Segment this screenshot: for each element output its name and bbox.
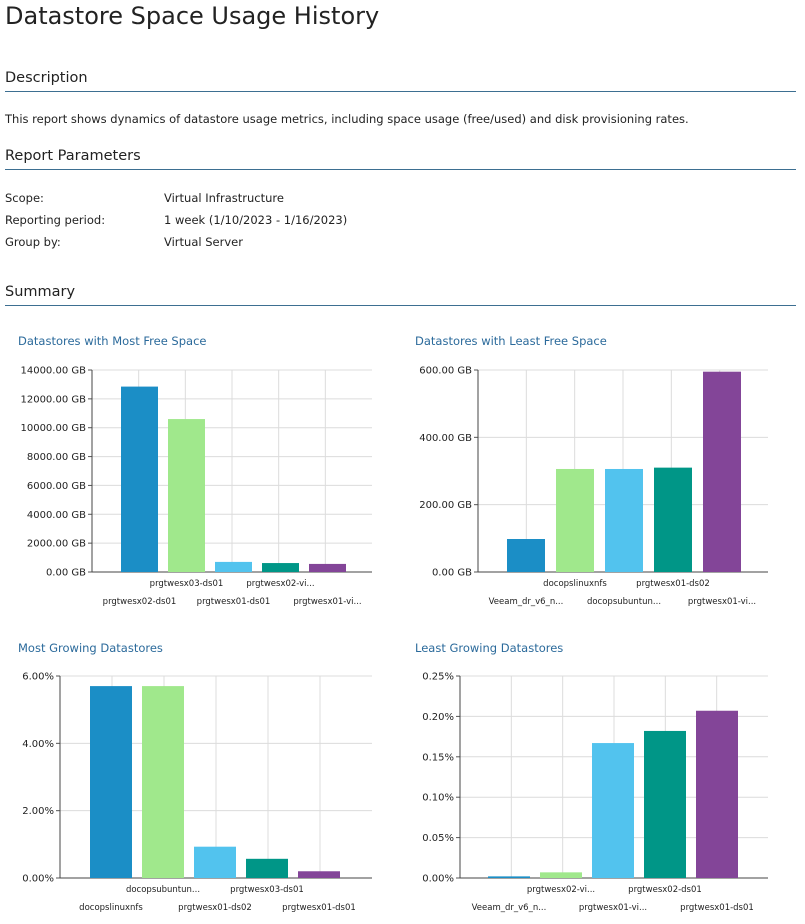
x-category-label: prgtwesx01-vi... <box>688 597 756 607</box>
y-tick-label: 200.00 GB <box>419 500 472 511</box>
y-tick-label: 0.00% <box>22 874 54 885</box>
chart-title-most-free-space: Datastores with Most Free Space <box>18 334 207 348</box>
y-tick-label: 0.20% <box>422 712 454 723</box>
y-tick-label: 0.25% <box>422 672 454 683</box>
bar <box>142 686 184 878</box>
bar <box>262 563 299 572</box>
y-tick-label: 0.00 GB <box>46 568 86 579</box>
x-category-label: docopsubuntun... <box>126 885 200 895</box>
x-category-label: docopslinuxnfs <box>79 903 143 913</box>
y-tick-label: 0.00 GB <box>432 568 472 579</box>
y-tick-label: 0.10% <box>422 793 454 804</box>
chart-least-growing: 0.00% 0.05% 0.10% 0.15% 0.20% 0.25% Veeam_dr_v… <box>422 672 768 913</box>
y-tick-label: 4.00% <box>22 739 54 750</box>
x-category-label: prgtwesx02-vi... <box>246 579 314 589</box>
y-tick-label: 0.00% <box>422 874 454 885</box>
y-tick-label: 4000.00 GB <box>27 510 86 521</box>
bar <box>592 743 634 878</box>
y-tick-label: 400.00 GB <box>419 433 472 444</box>
bar <box>168 419 205 572</box>
chart-title-least-free-space: Datastores with Least Free Space <box>415 334 607 348</box>
y-tick-label: 0.15% <box>422 752 454 763</box>
section-header-summary: Summary <box>5 284 796 306</box>
bar <box>215 561 252 572</box>
bar <box>556 468 594 572</box>
bar <box>605 468 643 572</box>
x-category-label: prgtwesx01-ds02 <box>178 903 252 913</box>
y-tick-label: 6000.00 GB <box>27 481 86 492</box>
param-scope-value: Virtual Infrastructure <box>164 191 284 205</box>
bar <box>90 686 132 878</box>
y-tick-label: 600.00 GB <box>419 366 472 377</box>
bar <box>654 467 692 572</box>
bar <box>540 872 582 878</box>
x-category-label: Veeam_dr_v6_n... <box>472 903 547 913</box>
param-group-by-label: Group by: <box>5 235 61 249</box>
y-tick-label: 2000.00 GB <box>27 539 86 550</box>
bar <box>488 876 530 878</box>
page-title: Datastore Space Usage History <box>5 2 380 30</box>
param-reporting-period-value: 1 week (1/10/2023 - 1/16/2023) <box>164 213 348 227</box>
y-tick-label: 14000.00 GB <box>20 366 86 377</box>
x-category-label: prgtwesx01-vi... <box>579 903 647 913</box>
bar <box>507 539 545 572</box>
bar <box>644 730 686 878</box>
y-tick-label: 10000.00 GB <box>20 423 86 434</box>
description-text: This report shows dynamics of datastore … <box>5 112 689 126</box>
x-category-label: prgtwesx02-vi... <box>527 885 595 895</box>
bar <box>246 858 288 878</box>
bar <box>309 563 346 572</box>
x-category-label: Veeam_dr_v6_n... <box>489 597 564 607</box>
bar <box>696 710 738 878</box>
y-tick-label: 8000.00 GB <box>27 452 86 463</box>
bar <box>194 846 236 878</box>
x-category-label: prgtwesx03-ds01 <box>150 579 224 589</box>
x-category-label: docopslinuxnfs <box>543 579 607 589</box>
x-category-label: docopsubuntun... <box>587 597 661 607</box>
chart-title-most-growing: Most Growing Datastores <box>18 641 163 655</box>
chart-most-free-space: 0.00 GB 2000.00 GB 4000.00 GB 6000.00 GB 800… <box>20 366 372 607</box>
y-tick-label: 6.00% <box>22 672 54 683</box>
y-tick-label: 2.00% <box>22 806 54 817</box>
x-category-label: prgtwesx01-ds02 <box>636 579 710 589</box>
y-tick-label: 12000.00 GB <box>20 394 86 405</box>
y-tick-label: 0.05% <box>422 833 454 844</box>
param-group-by-value: Virtual Server <box>164 235 243 249</box>
x-category-label: prgtwesx01-vi... <box>293 597 361 607</box>
bar <box>703 371 741 572</box>
x-category-label: prgtwesx01-ds01 <box>282 903 356 913</box>
x-category-label: prgtwesx02-ds01 <box>628 885 702 895</box>
param-scope-label: Scope: <box>5 191 44 205</box>
chart-most-growing: 0.00% 2.00% 4.00% 6.00% docopslinuxnfs docops… <box>22 672 372 913</box>
x-category-label: prgtwesx02-ds01 <box>103 597 177 607</box>
bar <box>298 871 340 878</box>
section-header-report-parameters: Report Parameters <box>5 148 796 170</box>
x-category-label: prgtwesx03-ds01 <box>230 885 304 895</box>
param-reporting-period-label: Reporting period: <box>5 213 106 227</box>
chart-least-free-space: 0.00 GB 200.00 GB 400.00 GB 600.00 GB Veeam_… <box>419 366 768 607</box>
x-category-label: prgtwesx01-ds01 <box>197 597 271 607</box>
x-category-label: prgtwesx01-ds01 <box>680 903 754 913</box>
bar <box>121 386 158 572</box>
chart-title-least-growing: Least Growing Datastores <box>415 641 564 655</box>
section-header-description: Description <box>5 70 796 92</box>
